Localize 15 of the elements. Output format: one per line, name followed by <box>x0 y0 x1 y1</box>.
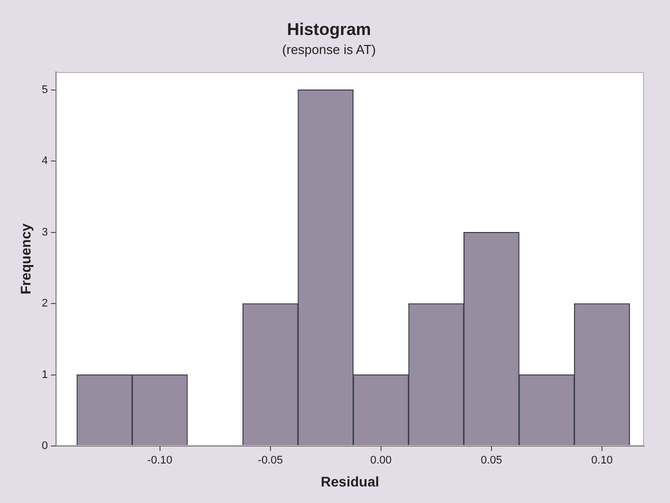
y-tick-label: 1 <box>42 368 48 381</box>
y-tick-label: 0 <box>42 440 48 452</box>
chart-subtitle: (response is AT) <box>282 42 376 57</box>
x-axis-title: Residual <box>320 473 380 490</box>
y-tick-label: 3 <box>42 226 48 238</box>
x-tick-label: 0.10 <box>591 454 613 467</box>
y-tick-label: 5 <box>42 84 48 96</box>
x-tick-label: 0.00 <box>370 454 392 467</box>
x-tick-label: 0.05 <box>480 454 502 467</box>
x-tick-label: -0.10 <box>147 454 172 467</box>
y-tick-label: 2 <box>42 298 48 310</box>
y-tick-label: 4 <box>42 155 48 168</box>
x-tick-label: -0.05 <box>258 454 283 467</box>
y-axis-title: Frequency <box>17 223 34 294</box>
chart-title: Histogram <box>286 20 372 39</box>
